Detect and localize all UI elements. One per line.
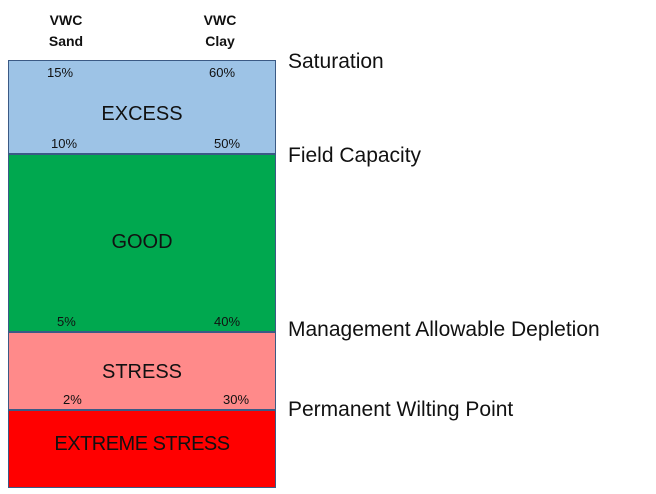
stress-bottom-sand-value: 2% [63, 392, 82, 407]
zone-good: GOOD 5% 40% [8, 154, 276, 332]
zone-excess: 15% 60% EXCESS 10% 50% [8, 60, 276, 154]
good-bottom-sand-value: 5% [57, 314, 76, 329]
vwc-sand-header: VWC Sand [48, 12, 84, 49]
excess-bottom-sand-value: 10% [51, 136, 78, 151]
excess-bottom-clay-value: 50% [214, 136, 241, 151]
zone-extreme-stress: EXTREME STRESS [8, 410, 276, 488]
level-saturation: Saturation [288, 50, 384, 73]
level-field-capacity: Field Capacity [288, 144, 422, 167]
zone-excess-label: EXCESS [101, 103, 183, 125]
zone-stress-label: STRESS [101, 361, 183, 383]
zone-good-label: GOOD [111, 231, 173, 253]
zone-extreme-stress-label: EXTREME STRESS [54, 433, 230, 455]
excess-top-clay-value: 60% [209, 65, 236, 80]
level-management-allowable-depletion: Management Allowable Depletion [288, 318, 600, 341]
excess-top-sand-value: 15% [47, 65, 74, 80]
vwc-clay-header: VWC Clay [203, 12, 237, 49]
level-permanent-wilting-point: Permanent Wilting Point [288, 398, 514, 421]
good-bottom-clay-value: 40% [214, 314, 241, 329]
stress-bottom-clay-value: 30% [223, 392, 250, 407]
zone-stress: STRESS 2% 30% [8, 332, 276, 410]
